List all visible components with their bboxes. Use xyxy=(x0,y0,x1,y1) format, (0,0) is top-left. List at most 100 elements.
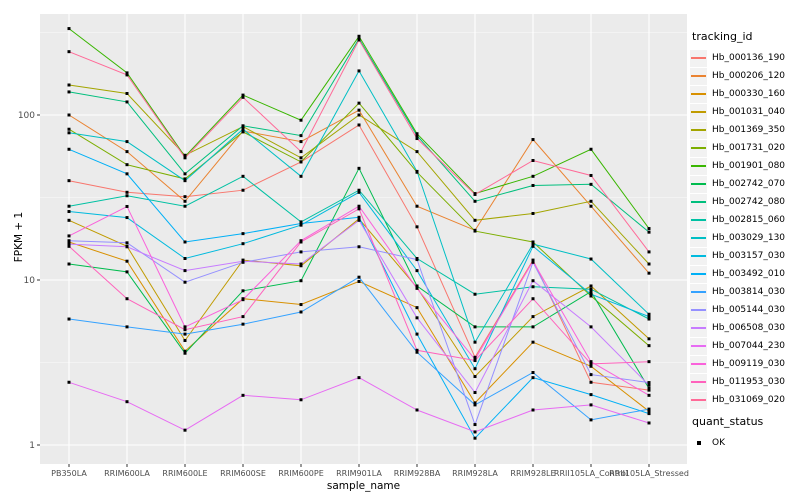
data-point-Hb_001031_040 xyxy=(647,337,651,341)
legend-item-Hb_031069_020: Hb_031069_020 xyxy=(690,391,798,409)
quant-legend-item: OK xyxy=(690,434,798,452)
data-point-Hb_000206_120 xyxy=(589,204,593,208)
data-point-Hb_011953_030 xyxy=(531,297,535,301)
data-point-Hb_031069_020 xyxy=(473,192,477,196)
y-axis-title: FPKM + 1 xyxy=(13,211,25,263)
legend-key xyxy=(690,301,707,319)
legend-key-line-icon xyxy=(691,291,706,293)
legend-key-line-icon xyxy=(691,147,706,149)
data-point-Hb_000206_120 xyxy=(183,199,187,203)
legend-title: tracking_id xyxy=(692,30,753,43)
data-point-Hb_001031_040 xyxy=(357,217,361,221)
data-point-Hb_011953_030 xyxy=(241,315,245,319)
legend-key xyxy=(690,247,707,265)
legend-key-line-icon xyxy=(691,309,706,311)
plot-panel xyxy=(40,14,687,464)
data-point-Hb_001731_020 xyxy=(125,163,129,167)
data-point-Hb_003157_030 xyxy=(357,190,361,194)
data-point-Hb_006508_030 xyxy=(125,245,129,249)
legend-key xyxy=(690,67,707,85)
data-point-Hb_002742_080 xyxy=(183,172,187,176)
legend-item-Hb_003157_030: Hb_003157_030 xyxy=(690,247,798,265)
data-point-Hb_002742_070 xyxy=(357,166,361,170)
legend-item-Hb_001901_080: Hb_001901_080 xyxy=(690,157,798,175)
legend-key-line-icon xyxy=(691,237,706,239)
data-point-Hb_001731_020 xyxy=(357,101,361,105)
data-point-Hb_009119_030 xyxy=(241,298,245,302)
data-point-Hb_009119_030 xyxy=(125,204,129,208)
legend-item-Hb_000136_190: Hb_000136_190 xyxy=(690,49,798,67)
data-point-Hb_001901_080 xyxy=(125,71,129,75)
data-point-Hb_003814_030 xyxy=(125,325,129,329)
legend-label: Hb_001031_040 xyxy=(712,107,786,117)
x-tick-label: RRII105LA_Stressed xyxy=(609,469,689,478)
legend-item-Hb_000330_160: Hb_000330_160 xyxy=(690,85,798,103)
data-point-Hb_000136_190 xyxy=(415,225,419,229)
data-point-Hb_003492_010 xyxy=(531,376,535,380)
legend-key-line-icon xyxy=(691,327,706,329)
data-point-Hb_000330_160 xyxy=(183,349,187,353)
legend-label: Hb_003157_030 xyxy=(712,251,786,261)
data-point-Hb_031069_020 xyxy=(183,156,187,160)
data-point-Hb_031069_020 xyxy=(357,38,361,42)
data-point-Hb_001731_020 xyxy=(241,130,245,134)
data-point-Hb_003492_010 xyxy=(299,222,303,226)
quant-legend-label: OK xyxy=(712,438,725,448)
data-point-Hb_002815_060 xyxy=(647,317,651,321)
data-point-Hb_011953_030 xyxy=(647,360,651,364)
legend-key-line-icon xyxy=(691,165,706,167)
data-point-Hb_000330_160 xyxy=(531,340,535,344)
data-point-Hb_000206_120 xyxy=(125,150,129,154)
data-point-Hb_003814_030 xyxy=(299,310,303,314)
data-point-Hb_003492_010 xyxy=(241,232,245,236)
data-point-Hb_001901_080 xyxy=(589,147,593,151)
data-point-Hb_001369_350 xyxy=(589,199,593,203)
data-point-Hb_011953_030 xyxy=(183,328,187,332)
data-point-Hb_005144_030 xyxy=(183,280,187,284)
data-point-Hb_003157_030 xyxy=(241,242,245,246)
data-point-Hb_007044_230 xyxy=(531,408,535,412)
data-point-Hb_002742_080 xyxy=(647,230,651,234)
legend-key-line-icon xyxy=(691,129,706,131)
legend-label: Hb_001901_080 xyxy=(712,161,786,171)
legend-label: Hb_003029_130 xyxy=(712,233,786,243)
legend-key xyxy=(690,103,707,121)
y-tick-label: 100 xyxy=(18,111,35,121)
legend-key xyxy=(690,391,707,409)
data-point-Hb_001901_080 xyxy=(357,34,361,38)
data-point-Hb_001901_080 xyxy=(299,118,303,122)
data-point-Hb_006508_030 xyxy=(589,325,593,329)
data-point-Hb_001369_350 xyxy=(125,91,129,95)
x-axis-title: sample_name xyxy=(326,480,401,492)
data-point-Hb_001031_040 xyxy=(299,264,303,268)
legend-key-line-icon xyxy=(691,345,706,347)
data-point-Hb_000136_190 xyxy=(357,123,361,127)
data-point-Hb_002815_060 xyxy=(67,204,71,208)
data-point-Hb_003814_030 xyxy=(415,350,419,354)
legend-label: Hb_031069_020 xyxy=(712,395,786,405)
data-point-Hb_001369_350 xyxy=(299,156,303,160)
legend-key xyxy=(690,265,707,283)
quant-legend-entries: OK xyxy=(690,434,798,452)
data-point-Hb_003814_030 xyxy=(647,407,651,411)
data-point-Hb_001731_020 xyxy=(67,127,71,131)
legend-item-Hb_002742_080: Hb_002742_080 xyxy=(690,193,798,211)
y-tick-label: 10 xyxy=(24,276,36,286)
legend-label: Hb_000330_160 xyxy=(712,89,786,99)
data-point-Hb_003029_130 xyxy=(241,127,245,131)
data-point-Hb_001731_020 xyxy=(183,177,187,181)
data-point-Hb_001901_080 xyxy=(67,27,71,31)
data-point-Hb_003157_030 xyxy=(67,210,71,214)
legend-key xyxy=(690,229,707,247)
data-point-Hb_001731_020 xyxy=(299,160,303,164)
data-point-Hb_002742_070 xyxy=(473,325,477,329)
data-point-Hb_003029_130 xyxy=(531,242,535,246)
data-point-Hb_003029_130 xyxy=(647,312,651,316)
data-point-Hb_007044_230 xyxy=(415,408,419,412)
data-point-Hb_006508_030 xyxy=(531,279,535,283)
legend-label: Hb_002742_070 xyxy=(712,179,786,189)
data-point-Hb_003492_010 xyxy=(183,240,187,244)
legend-label: Hb_009119_030 xyxy=(712,359,786,369)
